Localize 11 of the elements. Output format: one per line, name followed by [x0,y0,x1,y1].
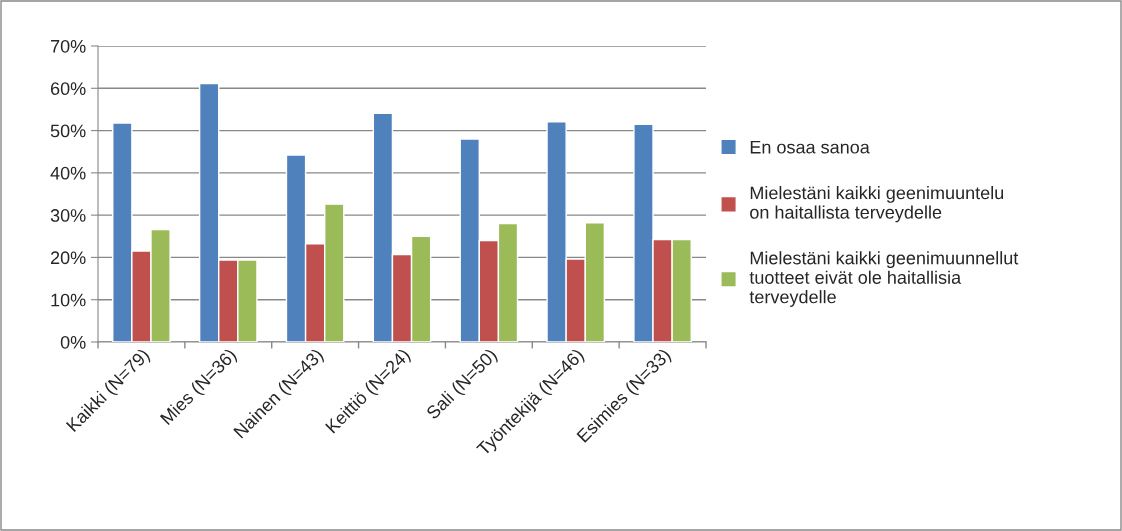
y-tick-label: 30% [50,209,86,222]
legend-label: Mielestäni kaikki geenimuuntelu on haitallista terveydelle [750,186,1004,223]
y-tick-label: 0% [60,335,86,349]
y-tick-label: 40% [50,166,86,180]
y-tick-label: 10% [51,293,86,307]
y-tick-label: 50% [50,124,86,138]
y-tick-label: 70% [50,39,86,53]
legend-label: En osaa sanoa [750,140,870,154]
legend-label: Mielestäni kaikki geenimuunnellut tuotteet eivät ole haitallisia terveydelle [749,251,1019,307]
y-tick-label: 60% [50,82,86,96]
y-tick-label: 20% [50,251,86,265]
